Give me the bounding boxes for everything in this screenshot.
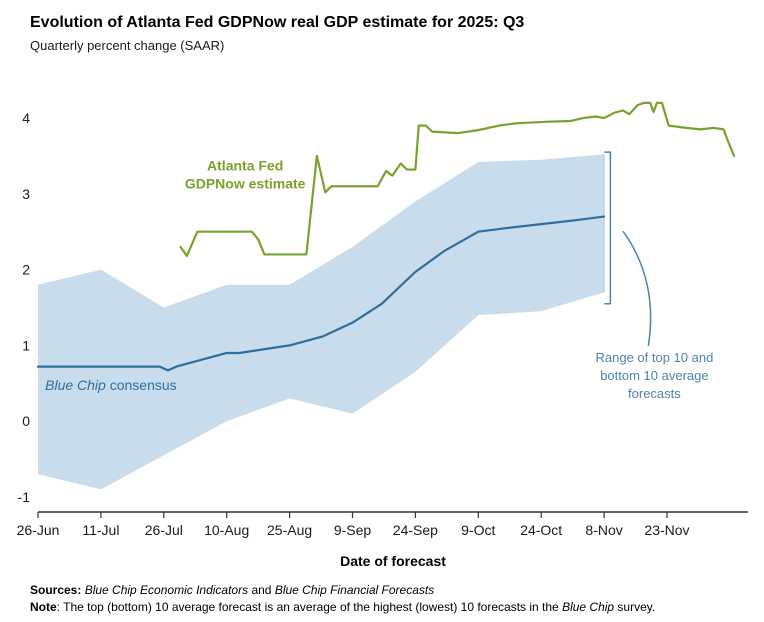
x-tick-label: 8-Nov (585, 522, 622, 538)
x-tick-label: 26-Jun (17, 522, 60, 538)
x-tick-label: 23-Nov (644, 522, 689, 538)
gdpnow-annotation-label: Atlanta Fed GDPNow estimate (185, 157, 306, 191)
y-tick-label: 0 (22, 413, 30, 429)
chart-footer: Sources: Blue Chip Economic Indicators a… (0, 578, 764, 616)
chart-subtitle: Quarterly percent change (SAAR) (30, 38, 225, 53)
x-tick-label: 26-Jul (145, 522, 183, 538)
y-tick-label: -1 (18, 489, 31, 505)
y-tick-label: 1 (22, 337, 30, 353)
text-segment: Blue Chip (562, 600, 615, 614)
text-segment: survey. (614, 600, 656, 614)
range-bracket (604, 151, 612, 305)
x-tick-label: 10-Aug (204, 522, 249, 538)
text-segment: Blue Chip Financial Forecasts (274, 583, 435, 597)
y-tick-label: 3 (22, 186, 30, 202)
y-tick-label: 4 (22, 110, 30, 126)
note-line: Note: The top (bottom) 10 average foreca… (30, 599, 734, 616)
y-tick-label: 2 (22, 262, 30, 278)
x-tick-label: 24-Oct (520, 522, 562, 538)
text-segment: Note (30, 600, 57, 614)
text-segment: Blue Chip Economic Indicators (84, 583, 249, 597)
bluechip-annotation-label: Blue Chip consensus (45, 377, 177, 393)
text-segment: and (248, 583, 275, 597)
range-connector-curve (622, 230, 652, 347)
x-tick-label: 24-Sep (393, 522, 438, 538)
range-annotation-label: Range of top 10 and bottom 10 average fore… (596, 350, 714, 401)
gdpnow-line (179, 101, 736, 258)
x-tick-label: 11-Jul (82, 522, 119, 538)
gdpnow-chart-plot: 26-Jun 11-Jul 26-Jul 10-Aug 25-Aug 9-Sep 24-Se… (17, 101, 748, 569)
x-tick-label: 9-Sep (334, 522, 372, 538)
text-segment: Sources: (30, 583, 85, 597)
chart-title: Evolution of Atlanta Fed GDPNow real GDP… (30, 14, 525, 31)
text-segment: : The top (bottom) 10 average forecast i… (56, 600, 563, 614)
x-tick-label: 9-Oct (461, 522, 495, 538)
x-tick-label: 25-Aug (267, 522, 312, 538)
chart-header: Evolution of Atlanta Fed GDPNow real GDP… (0, 0, 764, 78)
sources-line: Sources: Blue Chip Economic Indicators a… (30, 582, 734, 599)
bluechip-line (36, 215, 606, 372)
forecast-range-band (38, 154, 605, 490)
x-axis-title: Date of forecast (340, 553, 446, 569)
